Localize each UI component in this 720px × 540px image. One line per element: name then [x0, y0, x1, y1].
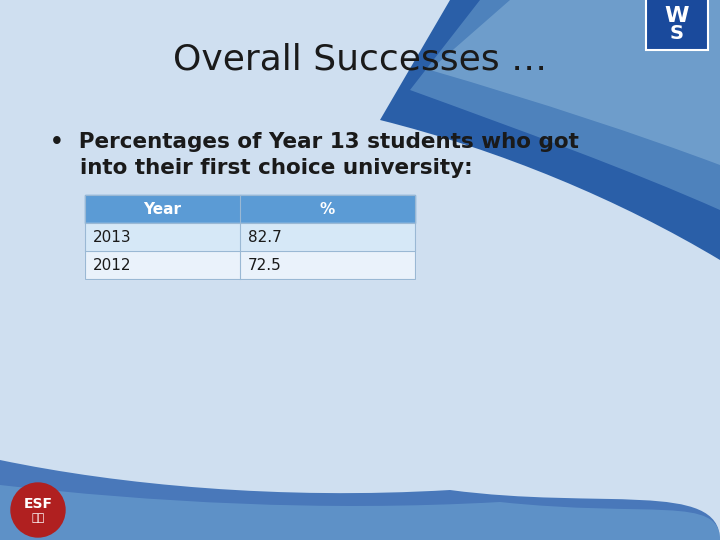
- Bar: [85, 195, 415, 279]
- Text: into their first choice university:: into their first choice university:: [50, 158, 472, 178]
- Text: 英基: 英基: [32, 513, 45, 523]
- Bar: [85, 195, 415, 223]
- Text: Year: Year: [143, 201, 181, 217]
- Bar: [85, 223, 415, 251]
- Circle shape: [11, 483, 65, 537]
- PathPatch shape: [0, 460, 720, 540]
- Text: Overall Successes …: Overall Successes …: [173, 43, 547, 77]
- PathPatch shape: [380, 0, 720, 260]
- Text: %: %: [320, 201, 335, 217]
- Text: 72.5: 72.5: [248, 258, 282, 273]
- Text: W: W: [665, 6, 689, 26]
- Text: 2012: 2012: [93, 258, 132, 273]
- FancyBboxPatch shape: [646, 0, 708, 50]
- Text: 82.7: 82.7: [248, 230, 282, 245]
- Text: S: S: [670, 24, 684, 43]
- PathPatch shape: [0, 485, 720, 540]
- Text: •  Percentages of Year 13 students who got: • Percentages of Year 13 students who go…: [50, 132, 579, 152]
- Text: ESF: ESF: [24, 497, 53, 511]
- Text: 2013: 2013: [93, 230, 132, 245]
- PathPatch shape: [430, 0, 720, 165]
- PathPatch shape: [410, 0, 720, 210]
- Bar: [85, 251, 415, 279]
